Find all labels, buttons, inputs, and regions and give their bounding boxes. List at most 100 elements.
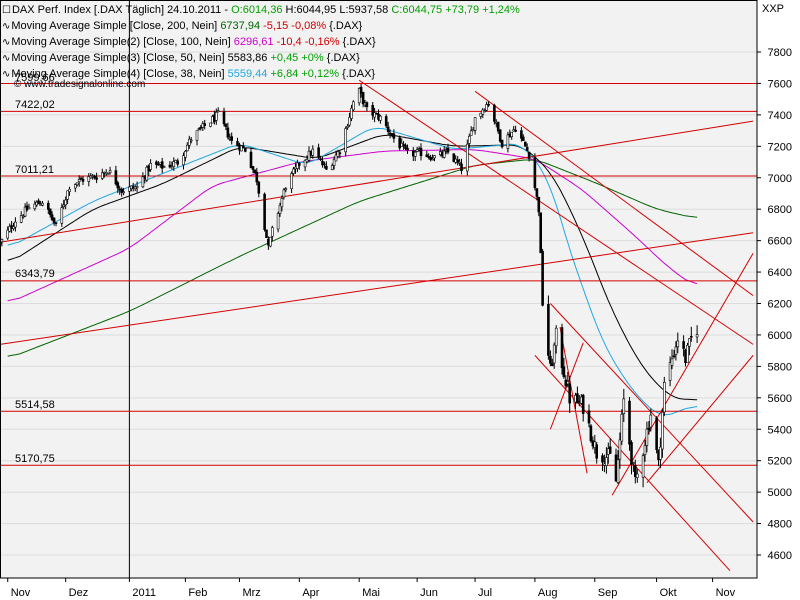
- candle-body: [630, 442, 633, 465]
- candle-body: [566, 381, 570, 385]
- candle-body: [562, 366, 566, 378]
- candle-body: [379, 115, 382, 121]
- candle-body: [176, 160, 179, 165]
- trendline: [0, 232, 754, 345]
- candle-body: [601, 455, 604, 463]
- legend-main-open: O:6014,36: [231, 4, 283, 16]
- candle-body: [485, 104, 488, 111]
- y-tick-label: 6800: [768, 204, 792, 216]
- candle-body: [174, 160, 177, 163]
- plot-border: [0, 0, 758, 579]
- candle-body: [211, 116, 214, 124]
- candle-body: [633, 464, 637, 477]
- line-icon[interactable]: ∿: [2, 37, 11, 48]
- candle-body: [527, 151, 531, 159]
- candle-body: [479, 112, 483, 117]
- candle-body: [425, 154, 429, 158]
- x-tick-label: Mrz: [242, 587, 260, 599]
- candle-body: [230, 136, 233, 141]
- candle-body: [155, 161, 158, 165]
- y-tick-label: 7000: [768, 173, 792, 185]
- candle-body: [87, 176, 91, 182]
- candle-body: [419, 147, 423, 157]
- candle-body: [348, 117, 351, 126]
- legend-ma50-name: Moving Average Simple(3) [Close, 50, Nei…: [11, 52, 225, 64]
- candle-body: [688, 338, 691, 347]
- candle-body: [141, 176, 145, 188]
- legend-ma200-name: Moving Average Simple [Close, 200, Nein]: [11, 20, 218, 32]
- legend-main-change: +73,79: [445, 4, 480, 16]
- candle-body: [75, 182, 79, 186]
- candle-body: [386, 126, 390, 133]
- candle-body: [118, 188, 121, 191]
- candle-body: [361, 92, 365, 105]
- candle-body: [460, 163, 463, 171]
- level-label: 7422,02: [15, 99, 55, 111]
- candle-body: [350, 107, 353, 119]
- candle-body: [541, 251, 544, 306]
- line-icon[interactable]: ∿: [2, 53, 11, 64]
- candle-body: [305, 159, 309, 163]
- ma-line: [7, 149, 698, 302]
- legend-ma38-change: +6,84: [270, 68, 299, 80]
- candle-body: [539, 212, 543, 254]
- candle-body: [321, 161, 324, 166]
- candle-body: [60, 207, 64, 224]
- legend-ma50: ∿Moving Average Simple(3) [Close, 50, Ne…: [2, 50, 520, 66]
- candle-body: [649, 414, 653, 428]
- candle-body: [54, 222, 58, 224]
- candle-body: [282, 189, 286, 198]
- line-icon[interactable]: ∿: [2, 21, 11, 32]
- candle-body: [269, 236, 272, 247]
- candle-body: [392, 133, 396, 139]
- candle-body: [249, 151, 253, 169]
- trendline: [559, 326, 588, 474]
- candle-body: [674, 346, 678, 355]
- candle-body: [662, 381, 666, 413]
- level-label: 7011,21: [15, 164, 54, 176]
- y-tick-label: 7600: [768, 78, 792, 90]
- trendline: [0, 120, 754, 243]
- candle-body: [618, 439, 622, 460]
- candle-body: [128, 186, 131, 192]
- candle-body: [645, 428, 649, 446]
- candle-body: [14, 221, 17, 228]
- candle-body: [46, 202, 50, 210]
- legend-ma100: ∿Moving Average Simple(2) [Close, 100, N…: [2, 34, 520, 50]
- candle-body: [676, 340, 680, 348]
- candle-body: [346, 125, 349, 128]
- candle-body: [122, 191, 125, 194]
- checkbox-icon[interactable]: ☐: [2, 5, 11, 16]
- candle-body: [595, 444, 599, 459]
- candle-body: [632, 462, 635, 464]
- candle-body: [581, 394, 585, 414]
- candle-body: [682, 341, 685, 349]
- candle-body: [50, 214, 54, 221]
- candle-body: [525, 146, 529, 151]
- candle-body: [496, 121, 500, 132]
- candle-body: [280, 198, 284, 208]
- candle-body: [303, 159, 307, 168]
- candle-body: [23, 206, 27, 217]
- candle-body: [325, 165, 328, 170]
- candle-body: [506, 134, 510, 149]
- candle-body: [101, 172, 104, 179]
- y-tick-label: 5200: [768, 456, 792, 468]
- legend-main-date: 24.10.2011: [167, 4, 222, 16]
- legend-ma100-change: -10,4: [276, 36, 302, 48]
- candle-body: [203, 123, 206, 126]
- candle-body: [143, 176, 147, 179]
- candle-body: [168, 164, 172, 168]
- candle-body: [338, 152, 342, 155]
- x-tick-label: Nov: [11, 587, 31, 599]
- candle-body: [226, 127, 230, 138]
- candle-body: [661, 411, 664, 450]
- candle-body: [446, 148, 450, 153]
- candle-body: [81, 179, 85, 182]
- legend-ma38: ∿Moving Average Simple(4) [Close, 38, Ne…: [2, 66, 520, 82]
- candle-body: [120, 188, 123, 193]
- line-icon[interactable]: ∿: [2, 69, 11, 80]
- candle-body: [406, 147, 409, 151]
- candle-body: [365, 102, 369, 108]
